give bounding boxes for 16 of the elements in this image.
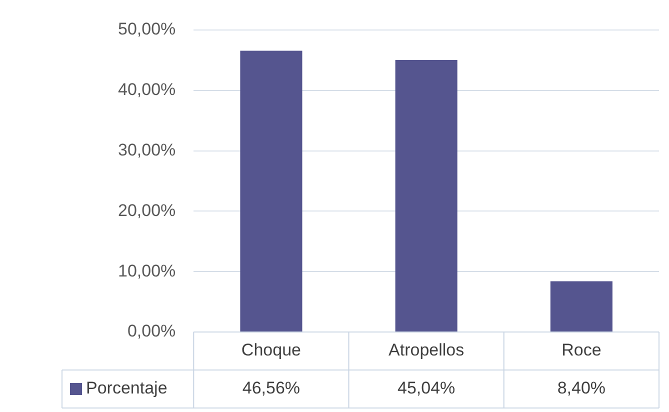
bar: [395, 60, 458, 332]
legend-label: Porcentaje: [86, 378, 168, 398]
y-tick-label: 50,00%: [118, 20, 176, 39]
y-tick-label: 20,00%: [118, 200, 176, 220]
x-tick-label: Choque: [241, 340, 301, 360]
x-tick-label: Roce: [562, 340, 602, 360]
y-tick-label: 30,00%: [118, 140, 176, 160]
y-tick-label: 40,00%: [118, 80, 176, 100]
y-tick-label: 0,00%: [127, 322, 176, 341]
bar: [240, 50, 302, 332]
data-label: 45,04%: [397, 378, 456, 398]
x-tick-label: Atropellos: [388, 340, 464, 360]
y-tick-label: 10,00%: [118, 261, 176, 280]
data-label: 46,56%: [242, 378, 300, 398]
data-label: 8,40%: [557, 378, 606, 398]
bar: [550, 281, 612, 332]
